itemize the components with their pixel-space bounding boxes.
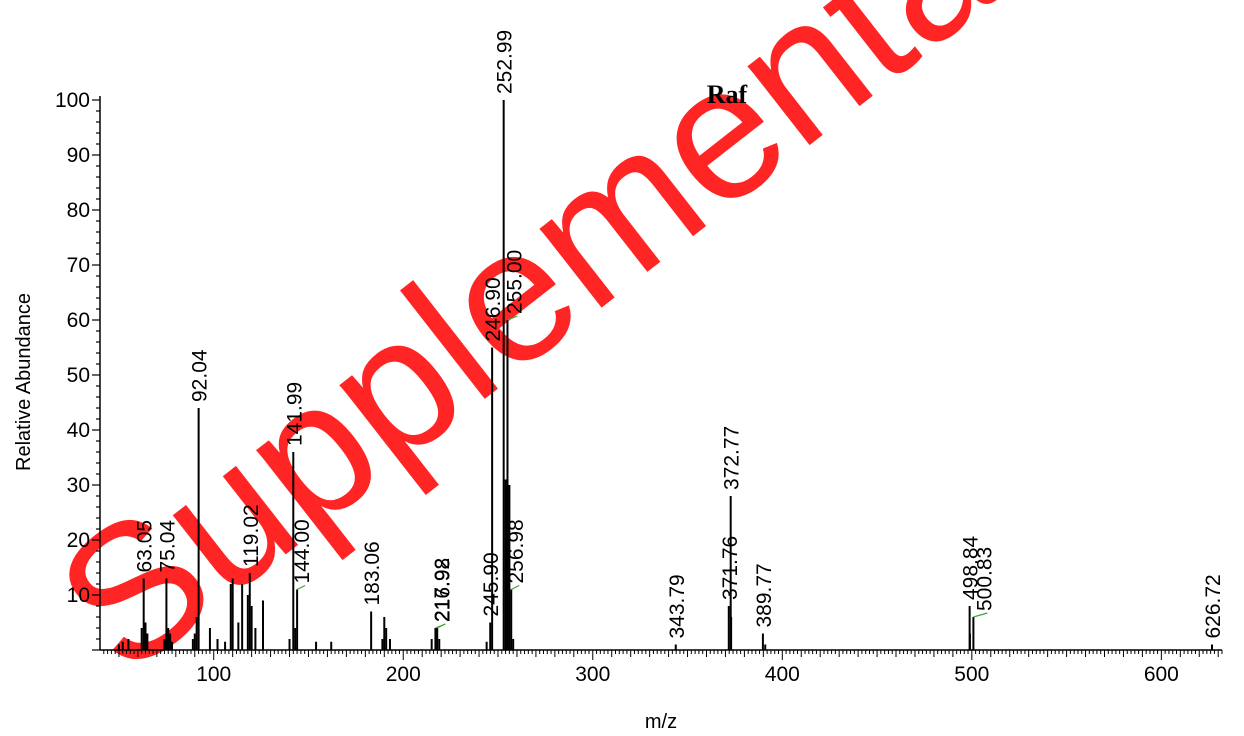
x-axis-title: m/z: [645, 711, 677, 733]
y-tick-label: 90: [67, 144, 90, 167]
y-tick-label: 10: [67, 584, 90, 607]
peak-label: 255.00: [503, 250, 526, 314]
peak-label: 63.05: [134, 520, 157, 573]
spectrum-peaks: [117, 100, 1213, 650]
peak-label: 92.04: [189, 349, 212, 402]
peak-label: 389.77: [753, 563, 776, 627]
peak-label: 245.90: [480, 552, 503, 616]
x-tick-label: 100: [196, 663, 231, 686]
peak-label-leader: [436, 623, 446, 629]
y-tick-label: 50: [67, 364, 90, 387]
x-tick-label: 400: [765, 663, 800, 686]
y-tick-label: 40: [67, 419, 90, 442]
peak-label-leader: [507, 315, 518, 321]
peak-label: 498.84: [960, 535, 983, 600]
peak-label: 119.02: [240, 504, 263, 567]
peak-label: 252.99: [494, 30, 517, 94]
y-tick-label: 60: [67, 309, 90, 332]
peak-label: 343.79: [666, 574, 689, 638]
y-tick-label: 70: [67, 254, 90, 277]
y-axis: 10 20 30 40 50 60 70 80 90 100: [55, 89, 100, 651]
x-tick-label: 300: [575, 663, 610, 686]
peak-label: 626.72: [1202, 574, 1225, 638]
x-tick-label: 600: [1144, 663, 1179, 686]
y-tick-label: 20: [67, 529, 90, 552]
peak-label-leader: [510, 584, 520, 591]
x-axis: 100 200 300 400 500 600: [103, 650, 1223, 686]
y-tick-label: 100: [55, 89, 90, 112]
y-axis-title: Relative Abundance: [13, 293, 35, 471]
peak-label: 144.00: [291, 519, 314, 583]
peak-label: 183.06: [361, 541, 384, 605]
peak-label-leader: [973, 612, 988, 618]
peak-label: 500.83: [973, 547, 996, 611]
peak-label: 256.98: [505, 519, 528, 583]
peak-label: 216.98: [431, 558, 454, 622]
peak-labels: 63.05 75.04 92.04 119.02 141.99 144.00 183.06 2…: [134, 30, 1225, 639]
y-tick-label: 80: [67, 199, 90, 222]
y-tick-label: 30: [67, 474, 90, 497]
peak-label: 246.90: [482, 277, 505, 341]
x-tick-label: 200: [386, 663, 421, 686]
peak-label-leader: [296, 584, 306, 591]
peak-label: 372.77: [721, 426, 744, 490]
peak-label: 75.04: [156, 520, 179, 573]
peak-label: 217.92: [431, 558, 454, 622]
chart-title: Raf: [707, 80, 748, 109]
peak-label: 141.99: [283, 382, 306, 446]
peak-label: 371.76: [719, 536, 742, 600]
x-tick-label: 500: [954, 663, 989, 686]
